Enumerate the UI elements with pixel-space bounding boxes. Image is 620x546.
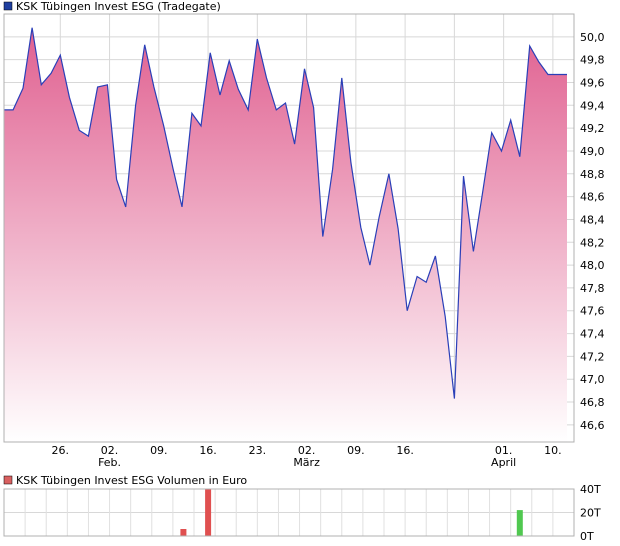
volume-y-tick-label: 40T (580, 483, 601, 496)
volume-bars (180, 489, 523, 536)
main-x-month-label: Feb. (98, 456, 121, 469)
main-y-tick-label: 50,0 (580, 31, 605, 44)
volume-chart-title: KSK Tübingen Invest ESG Volumen in Euro (16, 474, 247, 487)
volume-bar (180, 529, 187, 536)
main-x-tick-label: 10. (544, 444, 562, 457)
price-area (4, 27, 567, 442)
volume-plot-frame (3, 488, 575, 537)
main-y-axis: 50,0 49,8 49,6 49,4 49,2 49,0 48,8 48,6 48,4 48,2… (580, 31, 605, 432)
main-y-tick-label: 48,2 (580, 236, 605, 249)
main-x-tick-label: 09. (347, 444, 365, 457)
main-y-tick-label: 47,6 (580, 305, 605, 318)
main-y-tick-label: 46,8 (580, 396, 605, 409)
main-x-tick-label: 23. (249, 444, 267, 457)
main-y-tick-label: 47,2 (580, 350, 605, 363)
main-x-month-label: April (491, 456, 516, 469)
main-y-tick-label: 47,4 (580, 328, 605, 341)
main-y-tick-label: 48,6 (580, 191, 605, 204)
main-x-tick-label: 02. (101, 444, 119, 457)
main-y-tick-label: 48,8 (580, 168, 605, 181)
main-y-tick-label: 49,0 (580, 145, 605, 158)
volume-y-tick-label: 20T (580, 507, 601, 520)
main-x-tick-label: 01. (495, 444, 513, 457)
main-y-tick-label: 49,2 (580, 122, 605, 135)
main-x-tick-label: 16. (199, 444, 217, 457)
volume-y-tick-label: 0T (580, 530, 594, 543)
main-y-tick-label: 46,6 (580, 419, 605, 432)
volume-legend-swatch (3, 475, 13, 485)
main-chart-title: KSK Tübingen Invest ESG (Tradegate) (16, 0, 221, 13)
main-y-tick-label: 49,4 (580, 99, 605, 112)
main-x-month-label: März (293, 456, 320, 469)
main-x-tick-label: 09. (150, 444, 168, 457)
main-y-tick-label: 49,6 (580, 76, 605, 89)
volume-y-axis: 40T 20T 0T (580, 483, 601, 543)
main-legend-swatch (3, 1, 13, 11)
volume-bar (516, 510, 523, 536)
volume-bar (205, 489, 212, 536)
main-x-tick-label: 26. (52, 444, 70, 457)
price-line (4, 27, 567, 399)
main-y-tick-label: 48,4 (580, 213, 605, 226)
main-x-tick-label: 16. (396, 444, 414, 457)
main-y-tick-label: 49,8 (580, 54, 605, 67)
main-plot-frame (3, 13, 575, 443)
main-y-tick-label: 48,0 (580, 259, 605, 272)
main-y-tick-label: 47,8 (580, 282, 605, 295)
main-x-tick-label: 02. (298, 444, 316, 457)
main-y-tick-label: 47,0 (580, 373, 605, 386)
volume-grid (3, 488, 575, 537)
